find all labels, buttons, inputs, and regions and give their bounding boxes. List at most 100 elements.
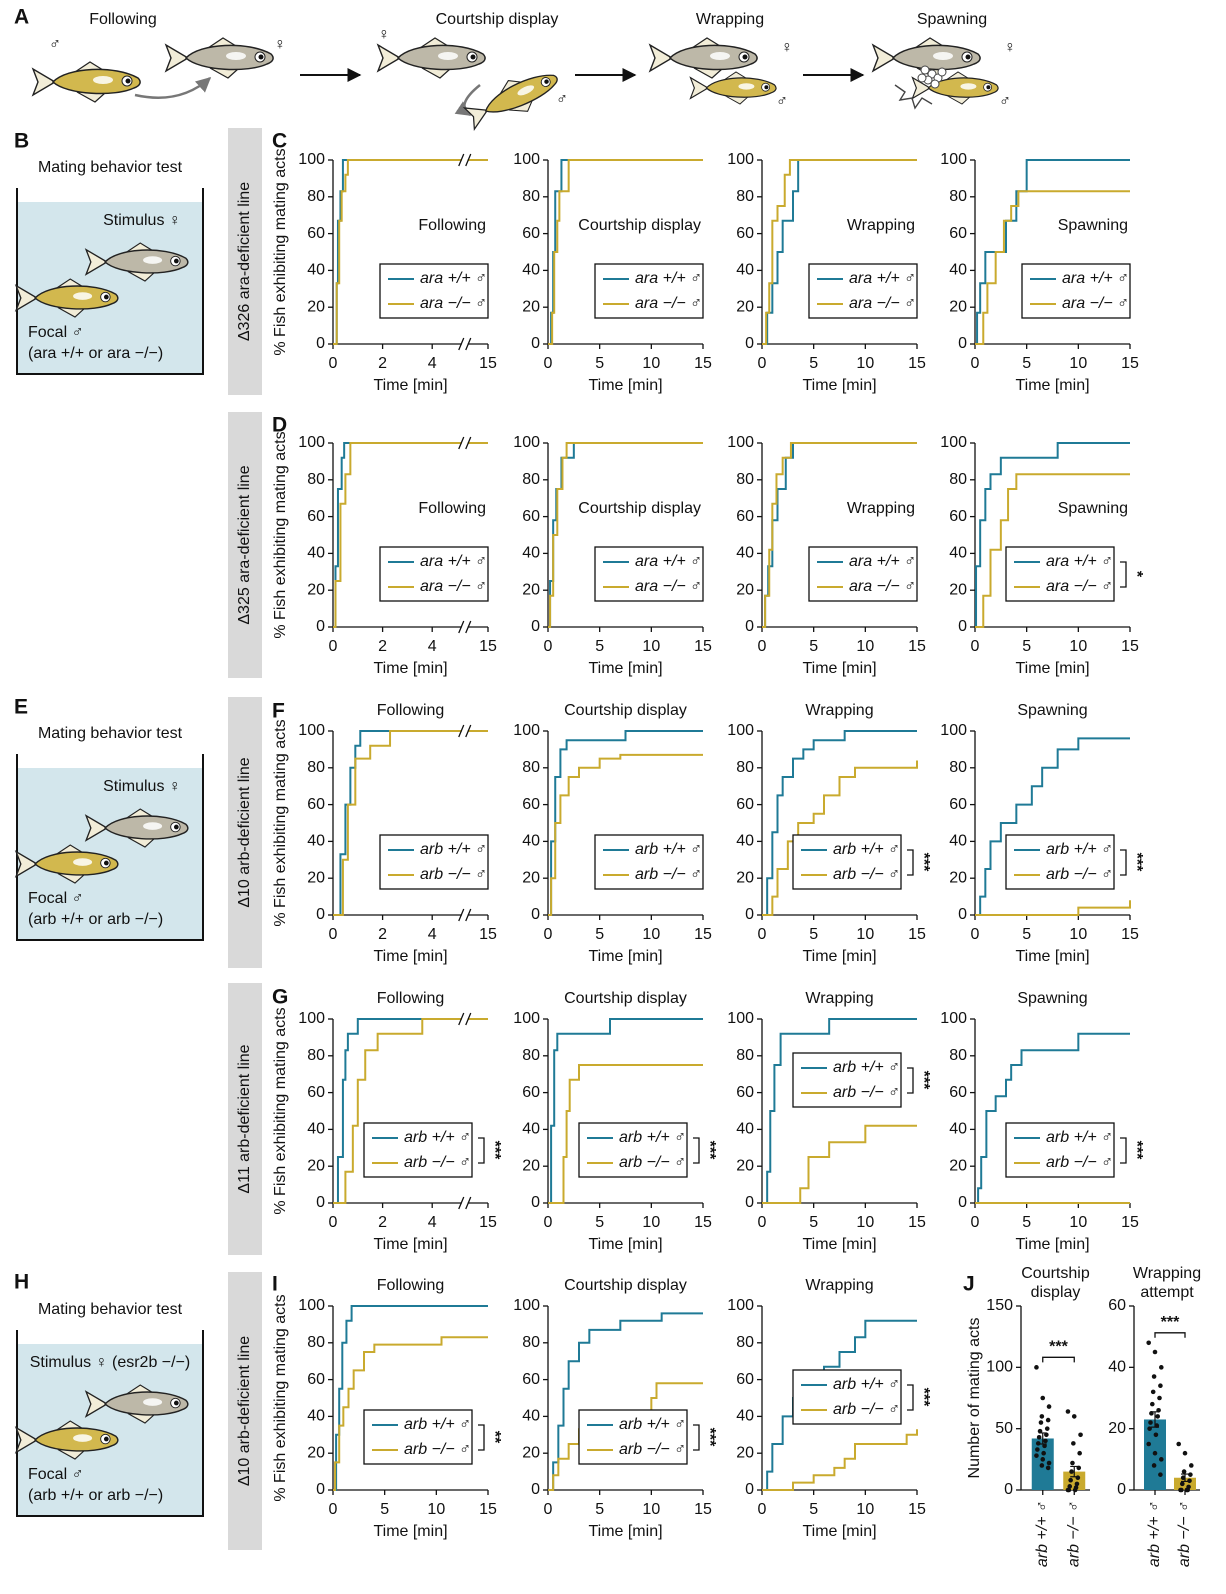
chart-title: Spawning	[1017, 990, 1087, 1007]
data-point	[1034, 1365, 1039, 1370]
significance: ***	[1128, 853, 1145, 872]
data-point	[1159, 1457, 1164, 1462]
y-tick-label: 40	[949, 262, 967, 279]
y-tick-label: 80	[736, 188, 754, 205]
data-point	[1041, 1451, 1046, 1456]
fish-tail	[690, 78, 708, 99]
y-tick-label: 0	[958, 1194, 967, 1211]
y-tick-label: 80	[736, 1334, 754, 1351]
x-tick-label: 15	[908, 638, 926, 655]
y-tick-label: 80	[522, 759, 540, 776]
chart-title: Following	[377, 702, 445, 719]
sig-bracket	[907, 1385, 913, 1410]
data-point	[1188, 1472, 1193, 1477]
sig-bracket	[907, 850, 913, 875]
legend-label: ara −/− ♂	[635, 578, 702, 595]
stage-label: Courtship display	[436, 11, 559, 28]
x-tick-label: 4	[428, 355, 437, 372]
sig-bracket	[1120, 1138, 1126, 1163]
fish-pupil	[174, 1401, 179, 1406]
x-tick-label: 5	[1022, 638, 1031, 655]
data-point	[1146, 1341, 1151, 1346]
significance: ***	[701, 1141, 718, 1160]
x-tick-label: 0	[758, 1501, 767, 1518]
legend-label: ara +/+ ♂	[635, 553, 702, 570]
x-tick-label: 15	[908, 926, 926, 943]
fish-patch	[73, 1434, 92, 1442]
data-point	[1077, 1451, 1082, 1456]
y-tick-label: 100	[513, 1297, 540, 1314]
x-axis-label: Time [min]	[588, 1236, 662, 1253]
chart-title: Wrapping	[1133, 1265, 1201, 1282]
data-point	[1044, 1433, 1049, 1438]
genotype-label: (arb +/+ or arb −/−)	[28, 911, 163, 928]
x-tick-label: 0	[971, 926, 980, 943]
x-tick-label: 5	[809, 638, 818, 655]
y-tick-label: 80	[949, 759, 967, 776]
y-tick-label: 0	[745, 1481, 754, 1498]
significance: ***	[701, 1428, 718, 1447]
y-tick-label: 60	[949, 1084, 967, 1101]
x-tick-label: 0	[544, 1214, 553, 1231]
legend-label: arb +/+ ♂	[833, 841, 900, 858]
legend-label: arb −/− ♂	[420, 866, 487, 883]
significance: ***	[915, 1388, 932, 1407]
stage-label: Following	[89, 11, 157, 28]
sig-bracket	[478, 1425, 484, 1450]
chart-title: Wrapping	[805, 702, 873, 719]
y-tick-label: 80	[522, 1047, 540, 1064]
x-tick-label: 5	[595, 638, 604, 655]
chart-title: Following	[418, 500, 486, 517]
x-tick-label: 2	[378, 926, 387, 943]
x-tick-label: 15	[479, 355, 497, 372]
y-tick-label: 80	[307, 471, 325, 488]
y-tick-label: 40	[949, 833, 967, 850]
y-tick-label: 100	[513, 434, 540, 451]
legend-label: arb +/+ ♂	[619, 1129, 686, 1146]
data-point	[1039, 1420, 1044, 1425]
genotype-label: (ara +/+ or ara −/−)	[28, 345, 163, 362]
y-tick-label: 0	[745, 335, 754, 352]
x-tick-label: 15	[694, 638, 712, 655]
sig-bracket	[1155, 1333, 1185, 1338]
x-tick-label: 15	[1121, 355, 1139, 372]
egg	[938, 68, 946, 76]
x-tick-label: 0	[758, 1214, 767, 1231]
legend-label: arb +/+ ♂	[833, 1059, 900, 1076]
fish-pupil	[743, 55, 748, 60]
y-tick-label: 40	[307, 262, 325, 279]
data-point	[1176, 1442, 1181, 1447]
fish-pupil	[126, 79, 131, 84]
x-tick-label: 0	[329, 926, 338, 943]
x-axis-label: Time [min]	[588, 660, 662, 677]
x-tick-label: 10	[427, 1501, 445, 1518]
legend-label: arb +/+ ♂	[833, 1376, 900, 1393]
x-tick-label: 0	[329, 355, 338, 372]
x-tick-label: 10	[642, 1501, 660, 1518]
y-tick-label: 20	[949, 581, 967, 598]
x-tick-label: 0	[544, 355, 553, 372]
y-tick-label: 60	[307, 1084, 325, 1101]
y-tick-label: 40	[522, 1121, 540, 1138]
y-tick-label: 0	[958, 906, 967, 923]
chart-title: Spawning	[1017, 702, 1087, 719]
x-tick-label: 0	[329, 638, 338, 655]
y-tick-label: 40	[736, 545, 754, 562]
legend-label: arb +/+ ♂	[635, 841, 702, 858]
y-tick-label: 40	[522, 1408, 540, 1425]
legend-label: arb −/− ♂	[833, 1401, 900, 1418]
x-tick-label: 4	[428, 926, 437, 943]
y-tick-label: 20	[307, 298, 325, 315]
y-tick-label: 60	[522, 796, 540, 813]
data-point	[1189, 1463, 1194, 1468]
y-tick-label: 60	[736, 1084, 754, 1101]
y-tick-label: 20	[736, 869, 754, 886]
x-axis-label: Time [min]	[1015, 1236, 1089, 1253]
fish-patch	[438, 52, 458, 60]
y-tick-label: 60	[522, 1371, 540, 1388]
chart-title: Wrapping	[805, 990, 873, 1007]
test-title: Mating behavior test	[38, 159, 183, 176]
focal-label: Focal ♂	[28, 1466, 84, 1483]
x-axis-label: Time [min]	[373, 1236, 447, 1253]
x-tick-label: 0	[329, 1501, 338, 1518]
